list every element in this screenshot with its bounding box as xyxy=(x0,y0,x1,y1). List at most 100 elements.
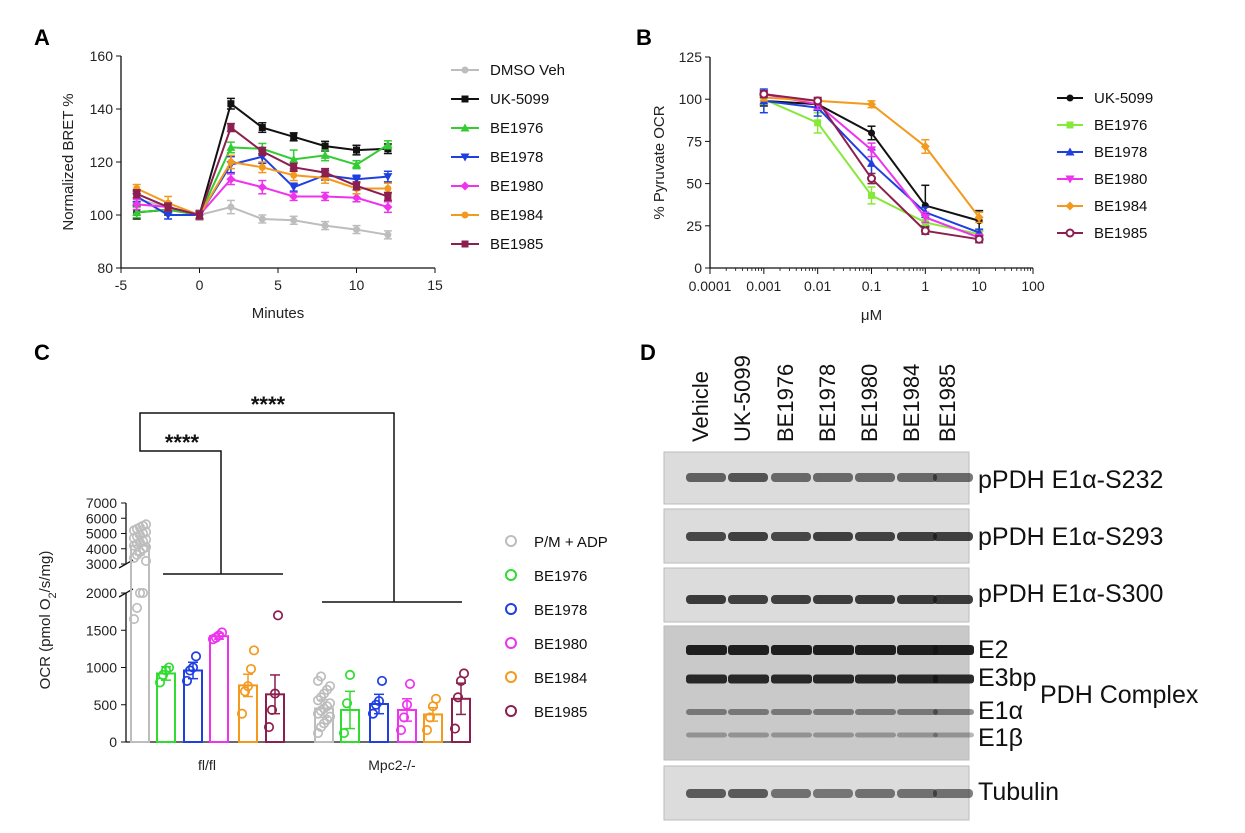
x-tick-label: 15 xyxy=(427,277,443,293)
x-tick-label: 0 xyxy=(196,277,204,293)
data-point xyxy=(920,213,930,222)
data-point xyxy=(352,175,361,184)
blot-band xyxy=(771,789,811,798)
data-point xyxy=(353,226,360,234)
lane-label: BE1985 xyxy=(935,364,960,442)
blot-band xyxy=(728,709,769,715)
data-point xyxy=(344,669,356,680)
y-tick-label: 2000 xyxy=(86,585,117,601)
blot-band xyxy=(897,709,938,715)
blot-band xyxy=(771,473,811,482)
data-point xyxy=(226,142,236,151)
data-point xyxy=(395,725,407,736)
blot-band xyxy=(728,532,768,541)
legend-marker xyxy=(461,95,469,103)
data-point xyxy=(353,146,360,154)
data-point xyxy=(257,182,267,192)
blot-label: pPDH E1α-S300 xyxy=(978,580,1163,608)
data-point xyxy=(258,124,266,132)
legend-label: BE1984 xyxy=(1094,198,1147,215)
blot-band xyxy=(686,732,727,738)
data-point xyxy=(263,722,275,733)
legend-label: BE1985 xyxy=(1094,225,1147,242)
data-point xyxy=(353,182,360,190)
x-tick-label: -5 xyxy=(115,277,128,293)
data-point xyxy=(184,665,196,676)
data-point xyxy=(376,675,388,686)
blot-band xyxy=(728,473,768,482)
data-point xyxy=(128,614,140,625)
blot-band xyxy=(686,645,727,655)
blot-band xyxy=(728,645,769,655)
y-tick-label: 125 xyxy=(679,49,703,65)
blot-band xyxy=(771,709,812,715)
blot-band xyxy=(855,595,895,604)
series-BE1984 xyxy=(236,645,443,744)
data-point xyxy=(321,701,333,712)
blot-label: Tubulin xyxy=(978,778,1059,806)
blot-band xyxy=(771,732,812,738)
legend-label: BE1976 xyxy=(1094,117,1147,134)
x-axis-label: μM xyxy=(861,307,882,324)
y-axis-label: Normalized BRET % xyxy=(60,93,77,230)
data-point xyxy=(324,711,336,722)
x-tick-label: 100 xyxy=(1021,278,1045,294)
blot-band xyxy=(933,674,974,684)
blot-band xyxy=(686,532,726,541)
legend-marker xyxy=(461,66,469,74)
group-label: fl/fl xyxy=(198,757,216,773)
data-point xyxy=(163,211,173,220)
group-label: Mpc2-/- xyxy=(368,757,416,773)
data-point xyxy=(160,665,172,676)
y-tick-label: 1000 xyxy=(86,660,117,676)
data-point xyxy=(140,519,152,530)
x-tick-label: 5 xyxy=(274,277,282,293)
series-BE1985 xyxy=(132,122,392,220)
legend-label: UK-5099 xyxy=(1094,90,1153,107)
series-BE1985 xyxy=(263,610,471,744)
data-point xyxy=(341,698,353,709)
y-tick-label: 5000 xyxy=(86,526,117,542)
data-point xyxy=(383,140,393,149)
data-point xyxy=(384,192,392,200)
x-tick-label: 1 xyxy=(921,278,929,294)
y-tick-label: 120 xyxy=(90,154,114,170)
blot-band xyxy=(771,645,812,655)
significance-label: **** xyxy=(251,392,286,417)
legend-label: BE1985 xyxy=(534,704,587,721)
data-point xyxy=(324,698,336,709)
data-point xyxy=(190,651,202,662)
data-point xyxy=(449,723,461,734)
series-BE1985 xyxy=(759,89,984,244)
bar xyxy=(209,635,229,744)
data-point xyxy=(131,602,143,613)
blot-band xyxy=(855,645,896,655)
y-tick-label: 0 xyxy=(694,260,702,276)
data-point xyxy=(458,668,470,679)
blot-band xyxy=(728,595,768,604)
blot-band xyxy=(686,674,727,684)
blot-band xyxy=(897,473,937,482)
x-tick-label: 10 xyxy=(971,278,987,294)
data-point xyxy=(227,203,235,211)
y-tick-label: 25 xyxy=(686,218,702,234)
series-BE1976 xyxy=(154,662,360,744)
x-tick-label: 0.001 xyxy=(746,278,781,294)
data-point xyxy=(128,552,140,563)
data-point xyxy=(248,645,260,656)
data-point xyxy=(290,163,298,171)
blot-band xyxy=(728,674,769,684)
data-point xyxy=(266,704,278,716)
blot-band xyxy=(897,532,937,541)
data-point xyxy=(258,215,266,223)
data-point xyxy=(133,190,141,198)
bar xyxy=(130,544,150,744)
legend-marker xyxy=(461,240,469,248)
lane-label: BE1976 xyxy=(773,364,798,442)
data-point xyxy=(132,199,142,209)
y-tick-label: 100 xyxy=(679,91,703,107)
data-point xyxy=(352,193,361,203)
y-tick-label: 80 xyxy=(97,260,113,276)
blot-band xyxy=(897,595,937,604)
y-tick-label: 100 xyxy=(90,207,114,223)
